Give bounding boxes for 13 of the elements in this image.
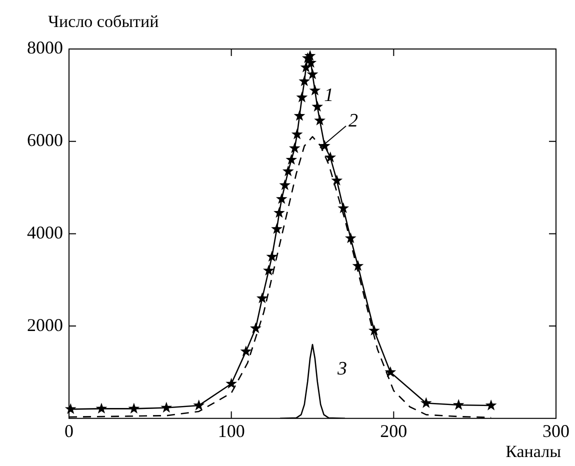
x-tick-label: 100 [218, 420, 245, 441]
y-tick-label: 6000 [27, 130, 63, 150]
x-tick-label: 300 [542, 420, 570, 441]
y-tick-label: 8000 [27, 38, 63, 58]
x-axis-title: Каналы [506, 442, 561, 462]
x-tick-label: 0 [64, 420, 74, 441]
y-tick-label: 4000 [27, 222, 63, 242]
x-tick-label: 200 [380, 420, 408, 441]
y-tick-label: 2000 [27, 314, 63, 335]
y-axis-title: Число событий [48, 12, 159, 32]
annotation: 3 [336, 358, 347, 380]
annotation: 1 [324, 84, 334, 106]
annotation: 2 [348, 110, 358, 132]
